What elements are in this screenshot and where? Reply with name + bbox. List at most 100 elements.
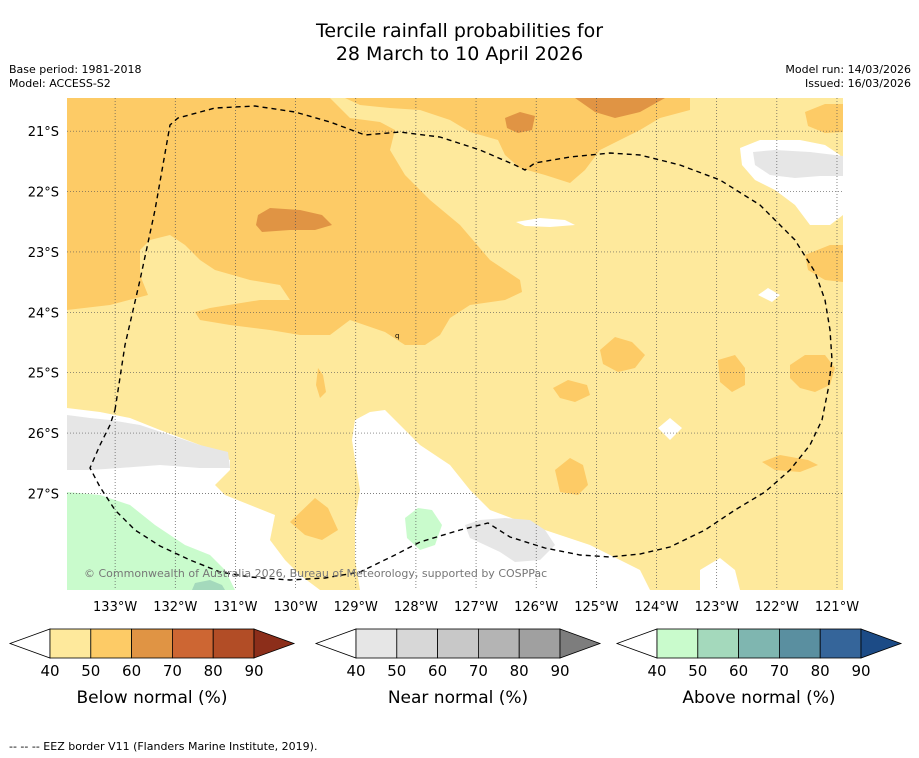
x-tick-label: 127°W bbox=[454, 600, 498, 615]
region-below-50-east2 bbox=[805, 245, 843, 282]
colorbar-above: 40 50 60 70 80 90 Above normal (%) bbox=[615, 628, 903, 708]
footer-note: -- -- -- EEZ border V11 (Flanders Marine… bbox=[9, 740, 318, 753]
colorbar-extend-high bbox=[559, 628, 602, 659]
colorbar-title: Above normal (%) bbox=[682, 688, 835, 708]
colorbar-tick-label: 40 bbox=[40, 662, 59, 680]
x-axis: 133°W 132°W 131°W 130°W 129°W 128°W 127°W 126°W… bbox=[93, 600, 859, 615]
colorbar-tick-label: 60 bbox=[122, 662, 141, 680]
colorbar-tick-label: 40 bbox=[346, 662, 365, 680]
region-above-50 bbox=[192, 580, 225, 590]
colorbar-extend-low bbox=[8, 628, 51, 659]
colorbar-segment bbox=[437, 628, 479, 659]
meta-left: Base period: 1981-2018 Model: ACCESS-S2 bbox=[9, 63, 141, 91]
region-below-50-top bbox=[345, 98, 690, 183]
x-tick-label: 123°W bbox=[695, 600, 739, 615]
colorbar-tick-label: 90 bbox=[851, 662, 870, 680]
x-tick-label: 131°W bbox=[213, 600, 257, 615]
x-tick-label: 132°W bbox=[153, 600, 197, 615]
y-tick-label: 26°S bbox=[28, 427, 59, 442]
region-below-50-patch5 bbox=[762, 455, 818, 472]
y-tick-label: 22°S bbox=[28, 186, 59, 201]
region-below-50-east bbox=[805, 104, 843, 133]
region-none-e2 bbox=[658, 418, 682, 440]
region-below-50-east3 bbox=[790, 355, 835, 392]
colorbar-segment bbox=[738, 628, 780, 659]
region-below-60-b bbox=[575, 98, 665, 118]
region-none-e bbox=[758, 288, 780, 302]
colorbar-extend-high bbox=[860, 628, 903, 659]
colorbar-tick-label: 90 bbox=[244, 662, 263, 680]
model-label: Model: ACCESS-S2 bbox=[9, 77, 111, 90]
colorbar-title: Near normal (%) bbox=[388, 688, 528, 708]
copyright-text: © Commonwealth of Australia 2026, Bureau… bbox=[84, 567, 547, 580]
colorbar-tick-label: 90 bbox=[550, 662, 569, 680]
colorbar-segment bbox=[396, 628, 438, 659]
y-tick-label: 21°S bbox=[28, 125, 59, 140]
colorbar-segment bbox=[90, 628, 133, 659]
region-near-south bbox=[465, 518, 555, 562]
colorbar-extend-low bbox=[314, 628, 357, 659]
region-none-ne2 bbox=[516, 218, 575, 227]
region-below-50-patch1 bbox=[600, 337, 645, 372]
region-below-50-patch7 bbox=[316, 368, 326, 398]
colorbar-below: 40 50 60 70 80 90 Below normal (%) bbox=[8, 628, 296, 708]
x-tick-label: 130°W bbox=[274, 600, 318, 615]
colorbar-extend-low bbox=[615, 628, 658, 659]
colorbar-tick-label: 50 bbox=[387, 662, 406, 680]
x-tick-label: 129°W bbox=[334, 600, 378, 615]
region-below-50-patch4 bbox=[555, 458, 588, 495]
colorbar-tick-label: 50 bbox=[688, 662, 707, 680]
region-none-se bbox=[700, 558, 740, 590]
x-tick-label: 121°W bbox=[815, 600, 859, 615]
region-below-50-patch3 bbox=[718, 355, 745, 392]
x-tick-label: 122°W bbox=[755, 600, 799, 615]
chart-title-line2: 28 March to 10 April 2026 bbox=[335, 43, 584, 65]
x-tick-label: 133°W bbox=[93, 600, 137, 615]
region-below-50-patch2 bbox=[553, 380, 590, 402]
region-below-50-patch6 bbox=[290, 498, 338, 540]
region-below-60 bbox=[256, 208, 332, 232]
model-run-label: Model run: 14/03/2026 bbox=[785, 63, 911, 76]
colorbar-tick-label: 80 bbox=[811, 662, 830, 680]
colorbar-tick-label: 70 bbox=[163, 662, 182, 680]
colorbar-segment bbox=[656, 628, 699, 659]
x-tick-label: 128°W bbox=[394, 600, 438, 615]
colorbar-title: Below normal (%) bbox=[77, 688, 228, 708]
colorbars: 40 50 60 70 80 90 Below normal (%) 40 50 60 70 80 90… bbox=[8, 628, 903, 708]
colorbar-segment bbox=[49, 628, 92, 659]
colorbar-tick-label: 60 bbox=[428, 662, 447, 680]
colorbar-segment bbox=[518, 628, 561, 659]
colorbar-extend-high bbox=[253, 628, 296, 659]
meta-right: Model run: 14/03/2026 Issued: 16/03/2026 bbox=[785, 63, 911, 91]
y-axis: 21°S 22°S 23°S 24°S 25°S 26°S 27°S bbox=[28, 125, 59, 502]
region-near-ne bbox=[753, 150, 843, 178]
x-tick-label: 124°W bbox=[634, 600, 678, 615]
colorbar-tick-label: 70 bbox=[469, 662, 488, 680]
chart-title-line1: Tercile rainfall probabilities for bbox=[315, 20, 604, 42]
colorbar-segment bbox=[477, 628, 520, 659]
colorbar-tick-label: 60 bbox=[729, 662, 748, 680]
colorbar-tick-label: 50 bbox=[81, 662, 100, 680]
marker-text: q bbox=[395, 332, 399, 340]
y-tick-label: 23°S bbox=[28, 246, 59, 261]
colorbar-tick-label: 70 bbox=[770, 662, 789, 680]
issued-label: Issued: 16/03/2026 bbox=[804, 77, 911, 90]
region-above-40-b bbox=[405, 508, 442, 550]
colorbar-near: 40 50 60 70 80 90 Near normal (%) bbox=[314, 628, 602, 708]
colorbar-segment bbox=[131, 628, 173, 659]
y-tick-label: 24°S bbox=[28, 306, 59, 321]
graticule bbox=[67, 98, 843, 590]
eez-border bbox=[89, 105, 833, 581]
colorbar-segment bbox=[171, 628, 214, 659]
y-tick-label: 27°S bbox=[28, 487, 59, 502]
colorbar-segment bbox=[355, 628, 398, 659]
region-below-60-c bbox=[505, 112, 535, 133]
colorbar-segment bbox=[819, 628, 862, 659]
base-period-label: Base period: 1981-2018 bbox=[9, 63, 142, 76]
map-field: q bbox=[67, 98, 843, 590]
colorbar-segment bbox=[779, 628, 821, 659]
y-tick-label: 25°S bbox=[28, 367, 59, 382]
x-tick-label: 125°W bbox=[574, 600, 618, 615]
colorbar-segment bbox=[697, 628, 739, 659]
